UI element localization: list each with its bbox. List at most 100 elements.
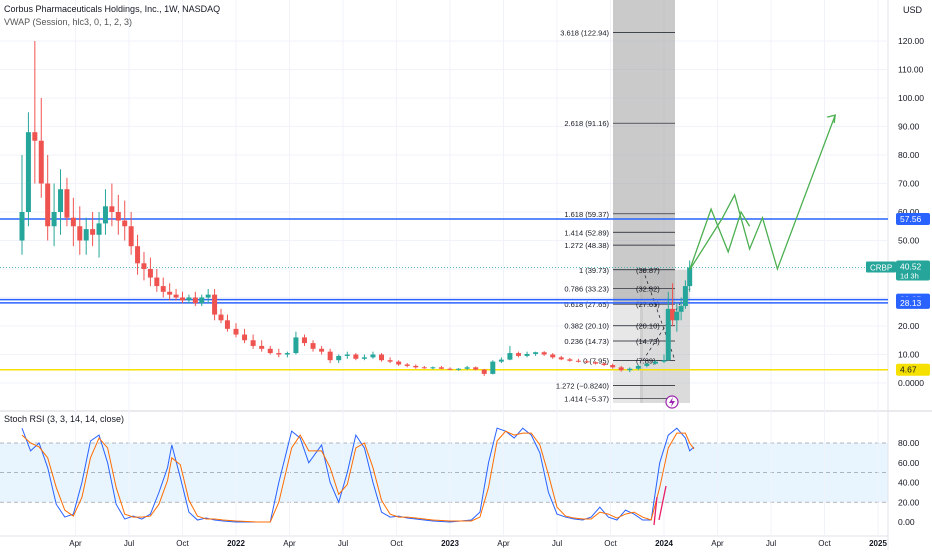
candle-body bbox=[64, 189, 70, 218]
candle-body bbox=[102, 206, 108, 224]
candle-body bbox=[447, 368, 453, 370]
time-tick-label: Jul bbox=[338, 539, 348, 548]
candle-body bbox=[128, 226, 134, 247]
candle-body bbox=[192, 297, 198, 304]
fib-shade-top bbox=[613, 0, 675, 305]
stoch-d-line bbox=[21, 430, 695, 523]
fib-level-label: 1 (39.73) bbox=[579, 266, 610, 275]
price-tick-label: 70.00 bbox=[898, 179, 920, 189]
time-tick-label: Oct bbox=[818, 539, 831, 548]
candle-body bbox=[387, 360, 393, 362]
vwap-indicator-label[interactable]: VWAP (Session, hlc3, 0, 1, 2, 3) bbox=[4, 17, 133, 27]
fib-level-label: 1.414 (−5.37) bbox=[564, 394, 609, 403]
price-tick-label: 100.00 bbox=[898, 93, 924, 103]
candle-body bbox=[353, 354, 359, 359]
candle-body bbox=[524, 353, 530, 356]
fib-shade-left bbox=[613, 269, 643, 403]
time-tick-label: Jul bbox=[552, 539, 562, 548]
candle-body bbox=[396, 361, 402, 365]
candle-body bbox=[293, 337, 299, 354]
price-tick-label: 10.00 bbox=[898, 350, 920, 360]
candle-body bbox=[593, 362, 599, 364]
candle-body bbox=[38, 140, 44, 184]
time-tick-label: Jul bbox=[124, 539, 134, 548]
candle-body bbox=[456, 368, 462, 370]
candle-body bbox=[212, 294, 218, 315]
fib-level-label: 0.618 (27.65) bbox=[564, 300, 609, 309]
candle-body bbox=[652, 361, 658, 364]
candle-body bbox=[32, 132, 38, 141]
candle-body bbox=[284, 353, 290, 355]
stoch-rsi-label[interactable]: Stoch RSI (3, 3, 14, 14, close) bbox=[4, 414, 125, 424]
candle-body bbox=[430, 367, 436, 369]
level-price-label: 4.67 bbox=[900, 365, 917, 375]
time-tick-label: Apr bbox=[497, 539, 510, 548]
time-tick-label: Oct bbox=[604, 539, 617, 548]
candle-body bbox=[601, 363, 607, 366]
candle-body bbox=[45, 183, 51, 227]
level-price-tag bbox=[896, 363, 930, 376]
price-tick-label: 0.0000 bbox=[898, 378, 924, 388]
candle-body bbox=[682, 286, 688, 307]
last-price-tag bbox=[896, 260, 930, 281]
candle-body bbox=[154, 277, 160, 287]
candle-body bbox=[665, 308, 671, 361]
candle-body bbox=[541, 352, 547, 355]
candle-body bbox=[242, 334, 248, 341]
candle-body bbox=[558, 357, 564, 360]
candle-body bbox=[670, 308, 676, 321]
candle-body bbox=[404, 364, 410, 366]
candle-body bbox=[584, 361, 590, 363]
symbol-tag bbox=[866, 261, 896, 273]
annotation-mark bbox=[658, 485, 667, 521]
event-flash-glyph bbox=[669, 397, 675, 407]
candle-body bbox=[550, 354, 556, 358]
fib-overlay-label: (7.89) bbox=[636, 356, 656, 365]
candle-body bbox=[19, 212, 25, 241]
fib-overlay-label: (32.32) bbox=[636, 284, 660, 293]
time-tick-label: Jul bbox=[766, 539, 776, 548]
candle-body bbox=[370, 354, 376, 358]
candle-body bbox=[276, 353, 282, 355]
candle-body bbox=[575, 360, 581, 362]
fib-overlay-label: (20.10) bbox=[636, 322, 660, 331]
candle-body bbox=[610, 365, 616, 368]
time-tick-label: Oct bbox=[176, 539, 189, 548]
price-tick-label: 50.00 bbox=[898, 236, 920, 246]
level-price-label: 57.56 bbox=[900, 214, 922, 224]
candle-body bbox=[267, 348, 273, 354]
level-price-tag bbox=[896, 296, 930, 309]
candle-body bbox=[361, 357, 367, 359]
time-tick-label: 2025 bbox=[869, 539, 887, 548]
time-tick-label: 2022 bbox=[227, 539, 245, 548]
candle-body bbox=[135, 246, 141, 264]
candle-body bbox=[205, 294, 211, 298]
candle-body bbox=[109, 206, 115, 212]
fib-level-label: 1.414 (52.89) bbox=[564, 228, 609, 237]
level-price-label: 28.13 bbox=[900, 298, 922, 308]
stoch-tick-label: 0.00 bbox=[898, 517, 915, 527]
fib-overlay-label: (14.73) bbox=[636, 337, 660, 346]
time-tick-label: Apr bbox=[711, 539, 724, 548]
candle-body bbox=[218, 314, 224, 321]
time-tick-label: Oct bbox=[390, 539, 403, 548]
fib-shade-bottom bbox=[640, 269, 690, 403]
candle-body bbox=[186, 297, 192, 301]
fib-level-label: 0 (7.95) bbox=[583, 356, 609, 365]
candle-body bbox=[627, 368, 633, 371]
candle-body bbox=[173, 294, 179, 298]
currency-label[interactable]: USD bbox=[903, 5, 923, 15]
projection-path-alt bbox=[689, 207, 751, 271]
level-price-tag bbox=[896, 212, 930, 225]
stoch-tick-label: 40.00 bbox=[898, 478, 920, 488]
candle-body bbox=[490, 361, 496, 374]
annotation-mark bbox=[653, 496, 658, 526]
candle-body bbox=[180, 297, 185, 301]
candle-body bbox=[77, 226, 83, 241]
fib-level-label: 0.236 (14.73) bbox=[564, 337, 609, 346]
candle-body bbox=[473, 367, 479, 370]
candle-body bbox=[438, 367, 444, 369]
